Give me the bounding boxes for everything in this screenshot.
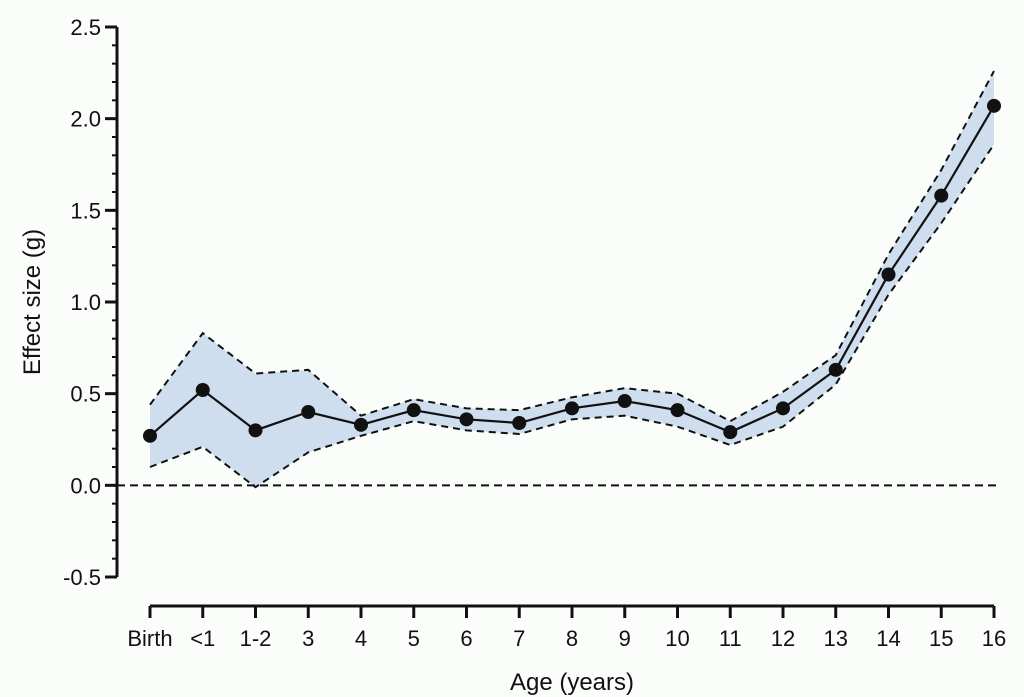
x-tick-label: 6: [460, 626, 472, 651]
x-tick-label: 3: [302, 626, 314, 651]
y-tick-label: 0.5: [70, 382, 101, 407]
x-tick-label: <1: [190, 626, 215, 651]
data-point: [828, 362, 843, 377]
data-point: [723, 425, 738, 440]
y-tick-label: -0.5: [63, 565, 101, 590]
data-point: [670, 403, 685, 418]
data-point: [354, 417, 368, 432]
confidence-band-fill: [150, 71, 994, 488]
confidence-band-layer: [149, 70, 995, 489]
y-axis-title: Effect size (g): [19, 229, 46, 375]
y-tick-label: 2.0: [70, 107, 101, 132]
data-point: [881, 267, 896, 282]
x-tick-label: 7: [513, 626, 525, 651]
y-tick-label: 2.5: [70, 15, 101, 40]
data-point: [776, 401, 790, 416]
x-tick-label: 1-2: [240, 626, 272, 651]
data-point: [248, 423, 263, 438]
x-tick-label: 10: [665, 626, 689, 651]
x-axis-title: Age (years): [510, 669, 634, 696]
x-tick-label: 9: [619, 626, 631, 651]
data-point: [301, 405, 316, 419]
x-tick-label: 4: [355, 626, 367, 651]
x-tick-label: 16: [982, 626, 1006, 651]
upper-bound-line: [149, 70, 995, 423]
x-tick-label: 12: [771, 626, 795, 651]
data-point: [195, 383, 210, 397]
axes-layer: -0.5 0.0 0.5 1.0 1.5 2.0 2.5 Birth <1 1-2 3 4 5 6 7 8 9 1…: [63, 15, 1006, 651]
y-tick-label: 1.5: [70, 198, 101, 223]
data-point: [617, 394, 632, 408]
x-tick-label: Birth: [127, 626, 172, 651]
data-point: [987, 98, 1001, 113]
x-tick-label: 15: [929, 626, 953, 651]
x-tick-label: 13: [824, 626, 848, 651]
x-tick-label: 11: [719, 626, 742, 651]
lower-bound-line: [149, 143, 995, 489]
data-point: [143, 428, 157, 443]
data-point: [565, 401, 579, 416]
x-tick-label: 14: [876, 626, 900, 651]
x-tick-label: 8: [566, 626, 578, 651]
data-point: [459, 412, 474, 427]
data-point: [406, 403, 421, 418]
data-point: [512, 416, 527, 430]
y-tick-label: 1.0: [70, 290, 101, 315]
y-tick-label: 0.0: [70, 473, 101, 498]
data-points-layer: [143, 98, 1001, 443]
x-tick-label: 5: [408, 626, 420, 651]
data-point: [934, 188, 949, 203]
